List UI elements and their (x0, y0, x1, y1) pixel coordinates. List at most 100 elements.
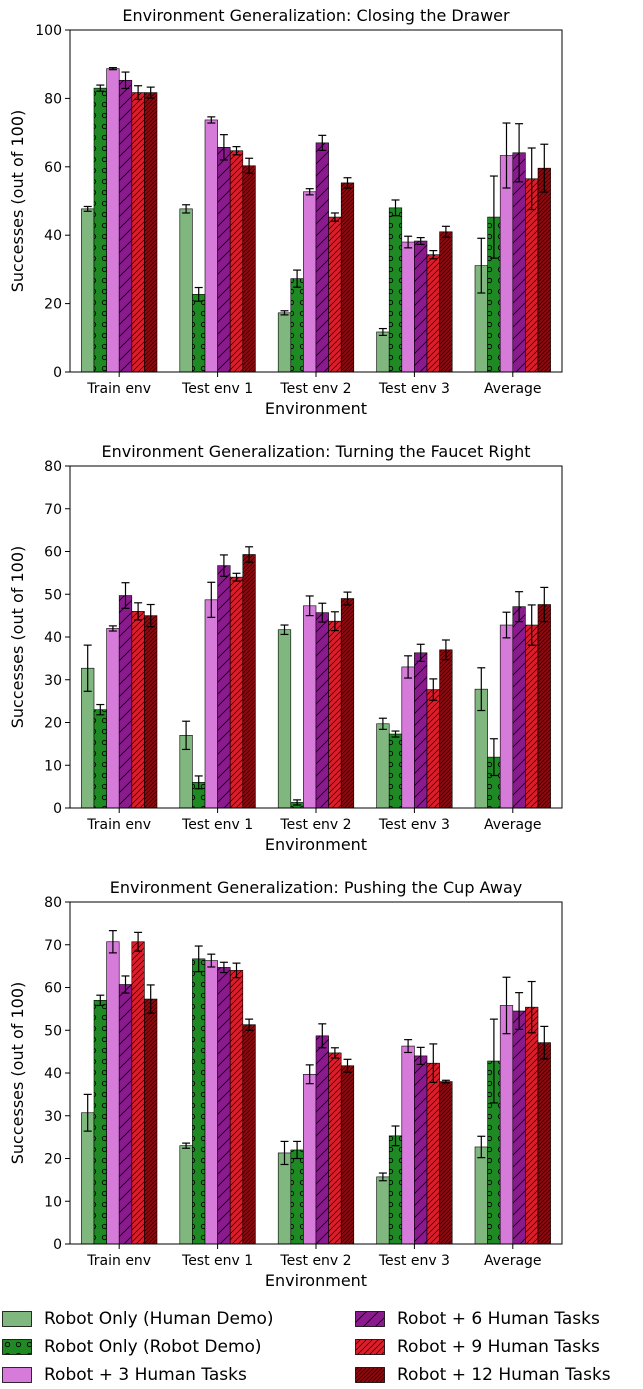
y-tick-label: 40 (44, 630, 62, 646)
bar-hatch-3-s5-c2 (230, 970, 243, 1244)
bar-hatch-2-s6-c5 (538, 604, 551, 808)
bar-hatch-1-s4-c5 (512, 152, 526, 372)
legend-swatch (355, 1311, 385, 1327)
bar-hatch-2-s4-c2 (217, 565, 231, 808)
bar-hatch-2-s4-c1 (119, 595, 132, 808)
legend-label: Robot Only (Robot Demo) (44, 1337, 262, 1357)
bar-hatch-3-s2-c4 (389, 1135, 402, 1244)
y-tick-label: 0 (53, 365, 62, 381)
bar-hatch-1-s4-c3 (316, 142, 329, 372)
bar-1-s1-c3 (277, 312, 292, 373)
chart-title: Environment Generalization: Pushing the … (110, 878, 522, 897)
legend-label: Robot + 6 Human Tasks (397, 1309, 600, 1329)
bar-hatch-2-s5-c1 (131, 611, 145, 808)
y-tick-label: 70 (44, 502, 62, 518)
bar-hatch-1-s2-c2 (192, 294, 205, 372)
bar-2-s3-c5 (499, 624, 514, 809)
bar-2-s3-c4 (401, 666, 415, 809)
bar-1-s1-c4 (376, 331, 390, 373)
bar-hatch-1-s2-c3 (290, 278, 304, 372)
bar-hatch-2-s5-c5 (525, 625, 538, 808)
y-tick-label: 60 (44, 981, 62, 997)
bar-hatch-2-s6-c4 (439, 649, 453, 808)
bar-hatch-1-s2-c5 (487, 217, 501, 372)
y-tick-label: 20 (44, 716, 62, 732)
bar-hatch-3-s2-c1 (94, 1000, 107, 1244)
y-tick-label: 10 (44, 1194, 62, 1210)
bar-hatch-1-s5-c1 (131, 92, 145, 372)
bar-hatch-3-s5-c4 (427, 1063, 440, 1244)
bar-hatch-3-s4-c3 (316, 1035, 329, 1244)
bar-hatch-3-s2-c5 (487, 1061, 501, 1244)
legend-swatch (2, 1367, 32, 1383)
chart-title: Environment Generalization: Turning the … (102, 442, 531, 461)
y-tick-label: 20 (44, 297, 62, 313)
x-tick-label: Test env 2 (279, 817, 351, 833)
bar-hatch-2-s6-c2 (242, 554, 256, 808)
bar-1-s1-c1 (81, 208, 95, 373)
y-tick-label: 80 (44, 459, 62, 475)
legend-swatch (355, 1367, 385, 1383)
y-tick-label: 60 (44, 545, 62, 561)
bar-hatch-3-s6-c4 (439, 1081, 453, 1244)
legend-swatch (2, 1339, 32, 1355)
bar-2-s1-c4 (376, 723, 390, 809)
bar-3-s1-c1 (81, 1112, 95, 1245)
bar-1-s3-c4 (401, 241, 415, 373)
bar-hatch-1-s6-c5 (538, 168, 551, 372)
bar-hatch-1-s2-c4 (389, 207, 402, 372)
bar-hatch-3-s4-c2 (217, 967, 231, 1244)
bar-hatch-1-s4-c4 (414, 241, 427, 372)
y-tick-label: 0 (53, 801, 62, 817)
legend-label: Robot + 9 Human Tasks (397, 1337, 600, 1357)
bar-1-s3-c3 (303, 191, 317, 373)
legend-swatch (355, 1339, 385, 1355)
bar-3-s3-c3 (303, 1073, 317, 1245)
bar-hatch-2-s2-c1 (94, 709, 107, 808)
legend-item: Robot Only (Human Demo) (2, 1308, 274, 1330)
bar-hatch-3-s2-c3 (290, 1149, 304, 1244)
bar-hatch-3-s4-c4 (414, 1055, 427, 1244)
bar-hatch-2-s2-c5 (487, 757, 501, 808)
y-tick-label: 80 (44, 895, 62, 911)
bar-hatch-1-s5-c5 (525, 178, 538, 372)
legend-swatch (2, 1311, 32, 1327)
x-tick-label: Test env 3 (378, 817, 450, 833)
y-tick-label: 40 (44, 1066, 62, 1082)
bar-hatch-3-s5-c5 (525, 1007, 538, 1244)
y-tick-label: 30 (44, 673, 62, 689)
legend-item: Robot + 12 Human Tasks (355, 1364, 611, 1386)
bar-hatch-1-s4-c2 (217, 147, 231, 372)
x-tick-label: Test env 2 (279, 381, 351, 397)
bar-1-s3-c2 (204, 119, 218, 373)
bar-hatch-2-s6-c1 (144, 615, 157, 808)
chart-2: 0 10 20 30 40 50 60 70 80 Train env Test env 1 Test… (8, 442, 563, 854)
legend-item: Robot + 6 Human Tasks (355, 1308, 600, 1330)
bar-hatch-1-s6-c4 (439, 231, 453, 372)
x-axis-label: Environment (265, 399, 367, 418)
y-tick-label: 50 (44, 587, 62, 603)
bar-hatch-2-s4-c3 (316, 612, 329, 808)
bar-2-s3-c3 (303, 605, 317, 809)
bar-hatch-1-s2-c1 (94, 88, 107, 372)
bar-2-s3-c2 (204, 599, 218, 809)
bar-hatch-3-s4-c5 (512, 1011, 526, 1244)
bar-hatch-2-s5-c3 (328, 621, 342, 808)
chart-title: Environment Generalization: Closing the … (122, 6, 510, 25)
y-tick-label: 80 (44, 91, 62, 107)
bar-3-s1-c2 (179, 1145, 193, 1245)
y-tick-label: 30 (44, 1109, 62, 1125)
legend-item: Robot + 3 Human Tasks (2, 1364, 247, 1386)
bar-hatch-2-s5-c4 (427, 689, 440, 808)
y-tick-label: 70 (44, 938, 62, 954)
bar-hatch-2-s6-c3 (341, 598, 354, 808)
bar-3-s1-c5 (474, 1146, 488, 1245)
y-axis-label: Successes (out of 100) (8, 546, 27, 729)
bar-hatch-1-s6-c2 (242, 165, 256, 372)
chart-3: 0 10 20 30 40 50 60 70 80 Train env Test env 1 Test… (8, 878, 563, 1290)
bar-hatch-1-s5-c3 (328, 217, 342, 372)
chart-1: 0 20 40 60 80 100 Train env Test env 1 Test env … (8, 6, 563, 418)
bar-3-s3-c4 (401, 1045, 415, 1245)
legend-label: Robot + 3 Human Tasks (44, 1365, 247, 1385)
x-tick-label: Train env (86, 1253, 151, 1269)
